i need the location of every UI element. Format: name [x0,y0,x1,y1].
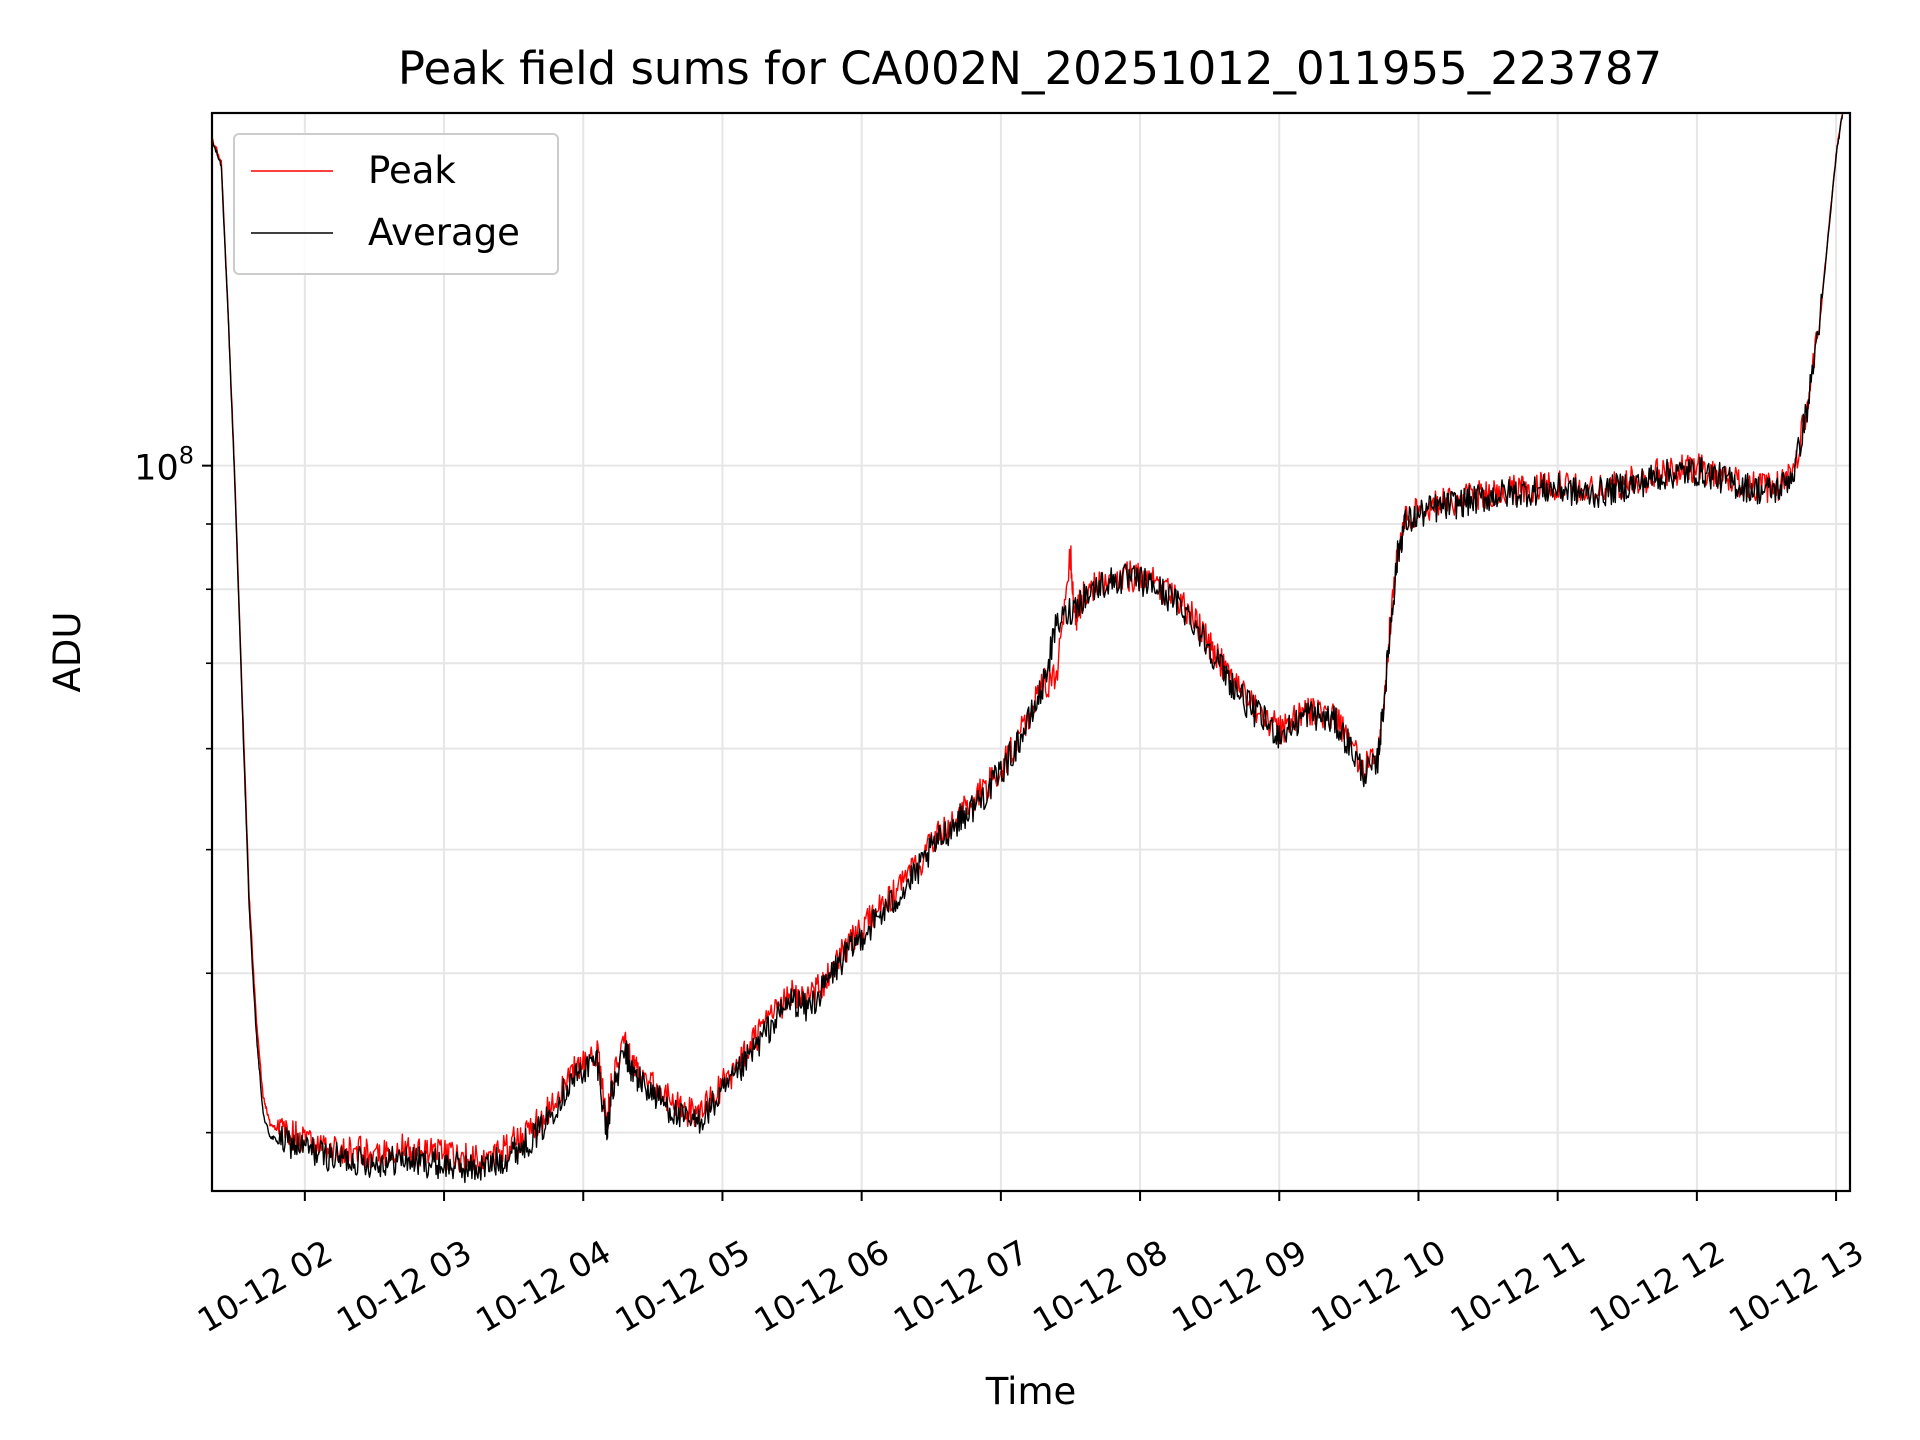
grid-lines [212,113,1850,1191]
plot-frame [210,111,1852,1193]
legend: Peak Average [233,133,559,275]
x-axis-label: Time [985,1370,1077,1413]
series-layer [212,113,1844,1184]
chart-title: Peak field sums for CA002N_20251012_0119… [398,42,1662,95]
y-axis-label: ADU [46,612,89,693]
y-tick-label: 108 [134,442,194,489]
legend-box [233,133,559,275]
legend-label-peak: Peak [368,149,456,192]
legend-label-average: Average [368,211,520,254]
y-axis-ticks: 108 [134,442,212,1134]
series-line-average [212,114,1844,1184]
